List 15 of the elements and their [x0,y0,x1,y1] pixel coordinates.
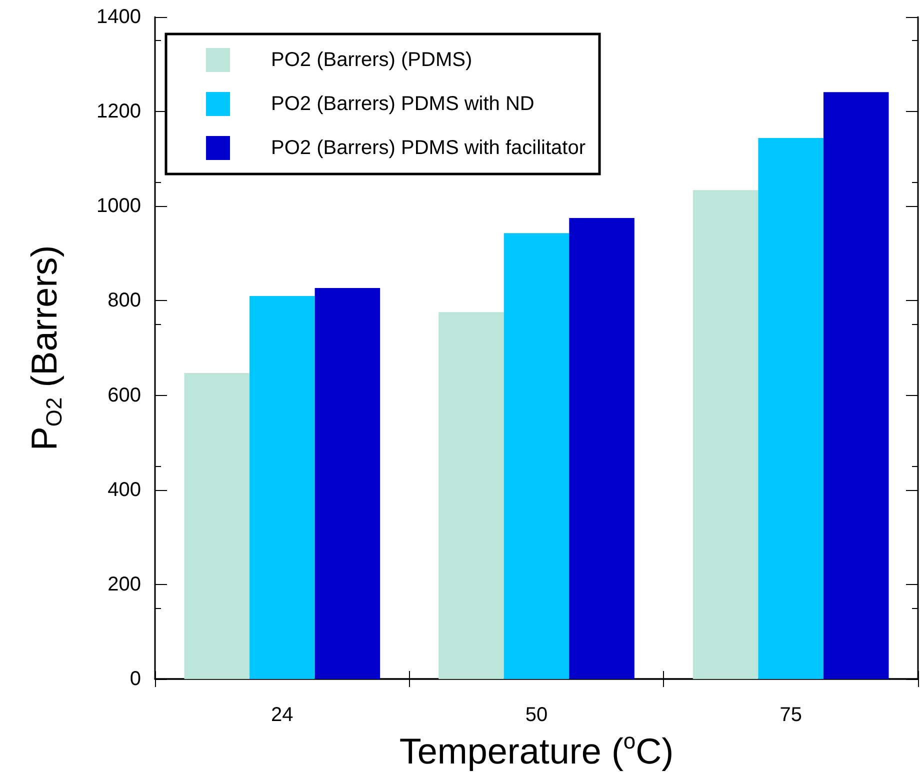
legend-label: PO2 (Barrers) PDMS with facilitator [271,137,586,159]
y-tick-label: 800 [108,290,141,312]
x-tick-label: 24 [271,704,294,726]
y-tick-label: 1400 [96,6,141,28]
legend-label: PO2 (Barrers) (PDMS) [271,49,472,71]
y-tick-label: 1000 [96,195,141,218]
x-tick-label: 75 [780,704,802,726]
x-tick-label: 50 [525,704,548,726]
y-tick-label: 1200 [96,100,141,123]
y-tick-label: 600 [108,384,141,406]
legend-label: PO2 (Barrers) PDMS with ND [271,93,534,115]
y-tick-label: 400 [108,478,141,501]
y-tick-label: 0 [130,668,141,690]
y-tick-label: 200 [108,573,141,596]
y-axis-title: PO2 (Barrers) [24,245,66,451]
